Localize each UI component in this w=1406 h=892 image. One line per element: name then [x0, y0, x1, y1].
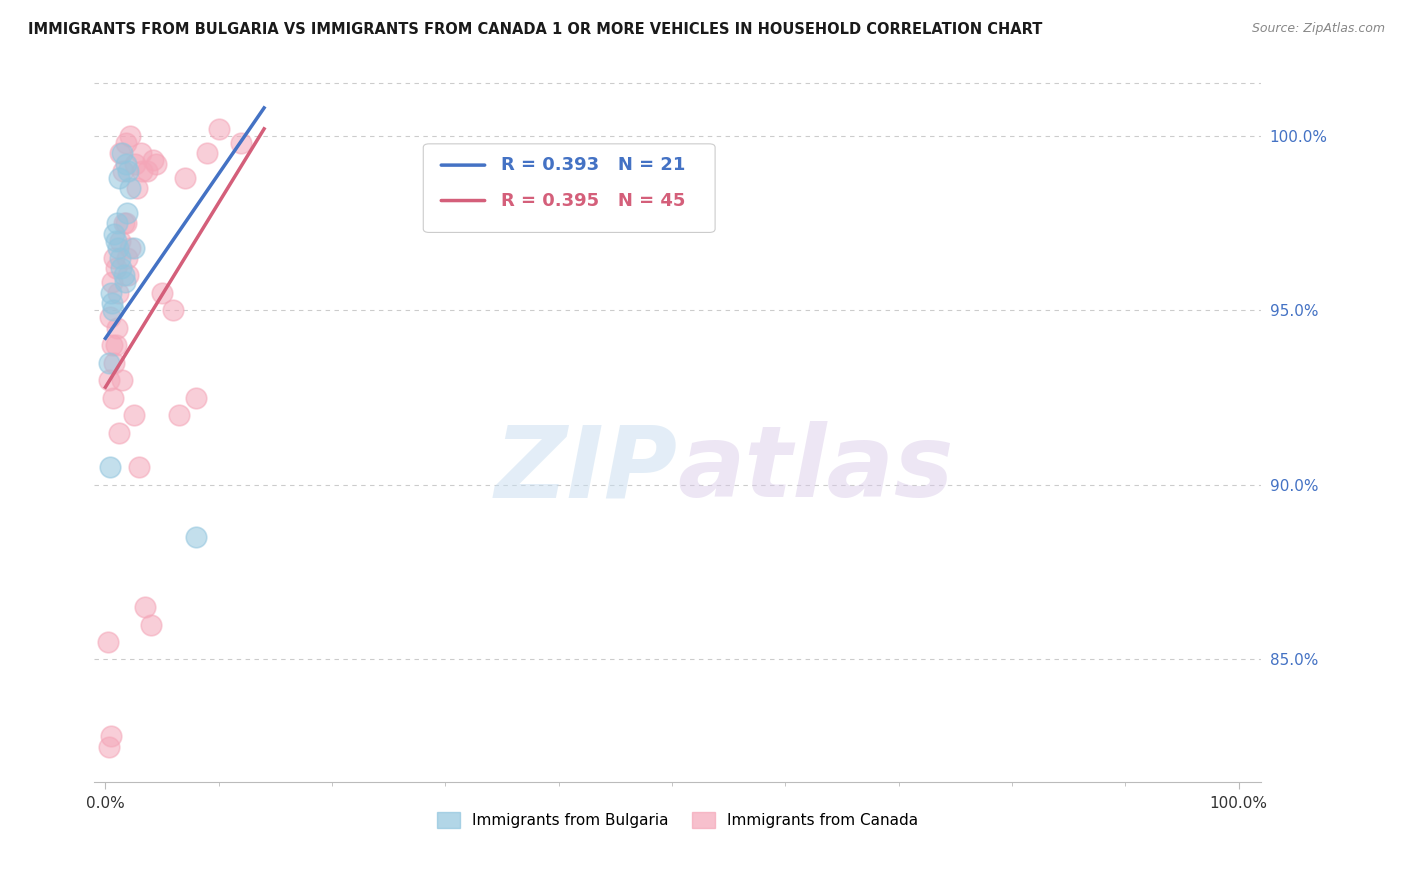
Point	[139, 617, 162, 632]
Point	[105, 216, 128, 230]
Text: atlas: atlas	[678, 421, 955, 518]
Point	[101, 296, 124, 310]
Point	[107, 241, 129, 255]
Point	[115, 136, 138, 150]
Point	[134, 600, 156, 615]
Point	[184, 530, 207, 544]
Text: Source: ZipAtlas.com: Source: ZipAtlas.com	[1251, 22, 1385, 36]
Point	[114, 216, 136, 230]
Point	[115, 251, 138, 265]
Point	[108, 234, 131, 248]
Point	[117, 268, 139, 283]
Point	[103, 391, 125, 405]
Point	[97, 356, 120, 370]
Point	[162, 303, 184, 318]
Point	[108, 425, 131, 440]
Point	[135, 163, 157, 178]
Point	[129, 146, 152, 161]
Point	[150, 285, 173, 300]
Point	[112, 268, 135, 283]
Point	[112, 216, 135, 230]
Point	[97, 739, 120, 754]
Point	[120, 181, 142, 195]
Point	[97, 635, 120, 649]
Point	[117, 163, 139, 178]
Legend: Immigrants from Bulgaria, Immigrants from Canada: Immigrants from Bulgaria, Immigrants fro…	[432, 806, 924, 834]
Point	[98, 460, 121, 475]
Point	[103, 303, 125, 318]
Point	[103, 227, 125, 241]
Text: IMMIGRANTS FROM BULGARIA VS IMMIGRANTS FROM CANADA 1 OR MORE VEHICLES IN HOUSEHO: IMMIGRANTS FROM BULGARIA VS IMMIGRANTS F…	[28, 22, 1042, 37]
Point	[103, 356, 125, 370]
Text: R = 0.395   N = 45: R = 0.395 N = 45	[502, 192, 686, 210]
Point	[114, 276, 136, 290]
Point	[111, 373, 134, 387]
Point	[197, 146, 219, 161]
Point	[101, 338, 124, 352]
Point	[108, 170, 131, 185]
Point	[103, 251, 125, 265]
Point	[108, 251, 131, 265]
Point	[231, 136, 253, 150]
Text: R = 0.393   N = 21: R = 0.393 N = 21	[502, 156, 686, 174]
Y-axis label: 1 or more Vehicles in Household: 1 or more Vehicles in Household	[0, 303, 7, 551]
Point	[131, 163, 153, 178]
Point	[167, 408, 190, 422]
Point	[105, 321, 128, 335]
Point	[104, 338, 127, 352]
Point	[120, 241, 142, 255]
Text: ZIP: ZIP	[495, 421, 678, 518]
Point	[104, 234, 127, 248]
Point	[127, 181, 149, 195]
Point	[128, 460, 150, 475]
Point	[110, 261, 132, 276]
Point	[208, 121, 231, 136]
Point	[98, 310, 121, 325]
Point	[100, 276, 122, 290]
Point	[118, 128, 141, 143]
Point	[142, 153, 165, 168]
Point	[122, 241, 145, 255]
Point	[114, 157, 136, 171]
Point	[111, 146, 134, 161]
Point	[115, 205, 138, 219]
Point	[100, 729, 122, 743]
Point	[107, 285, 129, 300]
Point	[145, 157, 167, 171]
Point	[184, 391, 207, 405]
Point	[100, 285, 122, 300]
FancyBboxPatch shape	[423, 144, 716, 233]
Point	[124, 157, 146, 171]
Point	[108, 146, 131, 161]
Point	[111, 163, 134, 178]
Point	[98, 373, 121, 387]
Point	[105, 261, 128, 276]
Point	[173, 170, 195, 185]
Point	[122, 408, 145, 422]
